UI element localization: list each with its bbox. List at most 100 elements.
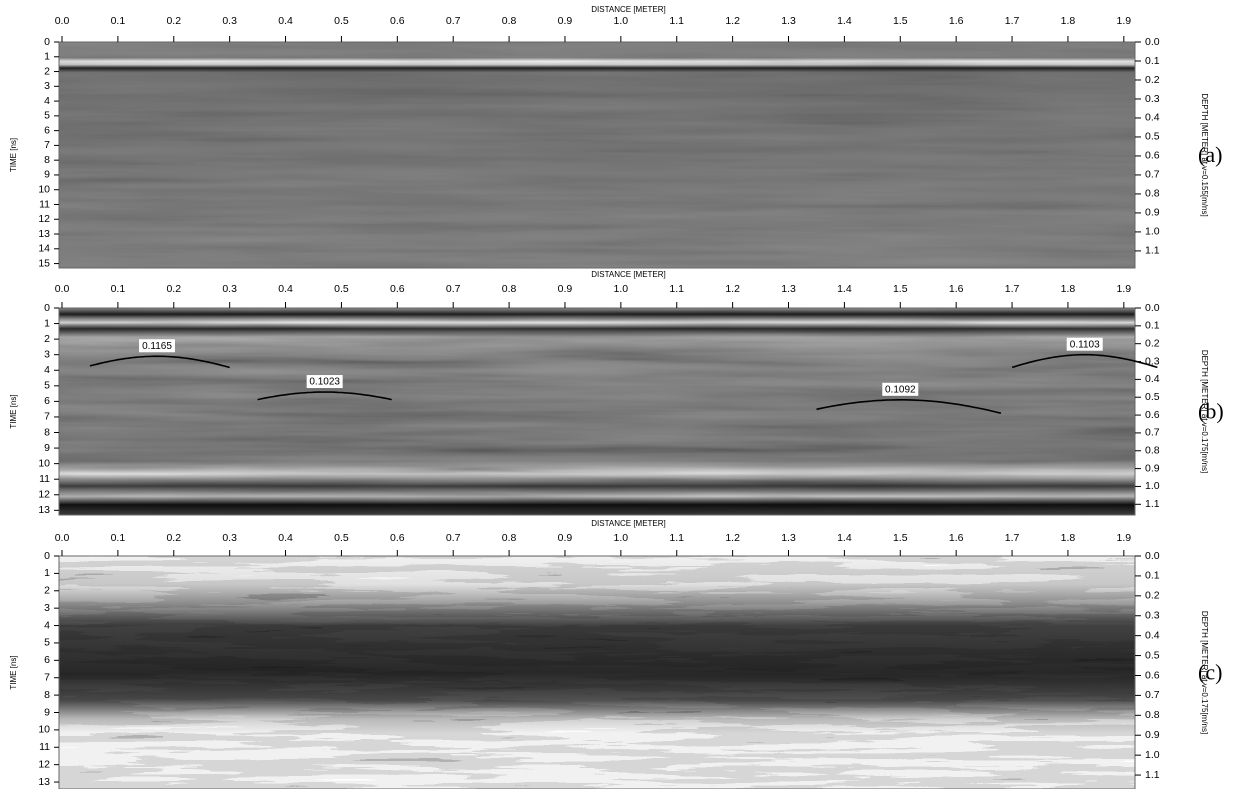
y2-tick-label: 0.4 xyxy=(1145,373,1160,385)
x-tick-label: 1.8 xyxy=(1061,15,1076,27)
y-tick-label: 7 xyxy=(44,411,50,423)
x-tick-label: 1.3 xyxy=(781,15,796,27)
x-tick-label: 0.2 xyxy=(166,283,181,295)
y-tick-label: 8 xyxy=(44,689,50,701)
x-tick-label: 1.6 xyxy=(949,283,964,295)
x-tick-label: 0.0 xyxy=(55,532,70,544)
y2-tick-label: 0.4 xyxy=(1145,112,1160,124)
y-tick-label: 13 xyxy=(38,504,50,516)
y-tick-label: 7 xyxy=(44,671,50,683)
y2-tick-label: 0.2 xyxy=(1145,74,1160,86)
y-tick-label: 15 xyxy=(38,257,50,269)
panel-label: (b) xyxy=(1198,399,1224,424)
y-tick-label: 12 xyxy=(38,213,50,225)
x-tick-label: 0.3 xyxy=(222,532,237,544)
y-tick-label: 7 xyxy=(44,139,50,151)
y-tick-label: 5 xyxy=(44,110,50,122)
y2-tick-label: 0.1 xyxy=(1145,55,1160,67)
x-tick-label: 0.1 xyxy=(111,283,126,295)
y2-tick-label: 0.5 xyxy=(1145,391,1160,403)
radargram-panel: DISTANCE [METER] 0.0 0.1 0.2 0.3 0.4 0.5 0.6 0.7… xyxy=(9,270,1224,516)
x-tick-label: 1.4 xyxy=(837,283,852,295)
y2-tick-label: 0.6 xyxy=(1145,669,1160,681)
y-tick-label: 1 xyxy=(44,51,50,63)
x-tick-label: 0.9 xyxy=(558,532,573,544)
y2-tick-label: 1.1 xyxy=(1145,245,1160,257)
x-tick-label: 0.8 xyxy=(502,15,517,27)
x-tick-label: 0.9 xyxy=(558,15,573,27)
y2-tick-label: 0.7 xyxy=(1145,689,1160,701)
plot-frame xyxy=(58,41,1136,269)
x-axis-title: DISTANCE [METER] xyxy=(591,270,666,279)
radargram-texture xyxy=(59,42,1135,268)
panel-label: (a) xyxy=(1198,142,1222,167)
x-tick-label: 0.6 xyxy=(390,532,405,544)
panel-label: (c) xyxy=(1198,660,1222,685)
y2-tick-label: 0.0 xyxy=(1145,302,1160,314)
hyperbola-label-box xyxy=(306,375,343,389)
x-tick-label: 1.5 xyxy=(893,532,908,544)
x-tick-label: 0.8 xyxy=(502,283,517,295)
y-tick-label: 0 xyxy=(44,302,50,314)
y-tick-label: 5 xyxy=(44,637,50,649)
y-axis-title: TIME [ns] xyxy=(9,655,18,689)
y-tick-label: 2 xyxy=(44,65,50,77)
y-tick-label: 2 xyxy=(44,333,50,345)
y2-tick-label: 1.1 xyxy=(1145,769,1160,781)
y2-tick-label: 0.9 xyxy=(1145,207,1160,219)
x-tick-label: 1.1 xyxy=(669,532,684,544)
x-tick-label: 0.2 xyxy=(166,15,181,27)
x-tick-label: 1.6 xyxy=(949,15,964,27)
y2-tick-label: 1.0 xyxy=(1145,226,1160,238)
y-tick-label: 13 xyxy=(38,776,50,788)
y-axis-title: TIME [ns] xyxy=(9,394,18,428)
y-tick-label: 9 xyxy=(44,442,50,454)
x-tick-label: 0.6 xyxy=(390,283,405,295)
y2-tick-label: 0.8 xyxy=(1145,709,1160,721)
x-tick-label: 1.3 xyxy=(781,532,796,544)
x-axis-title: DISTANCE [METER] xyxy=(591,519,666,528)
x-tick-label: 0.6 xyxy=(390,15,405,27)
y-tick-label: 3 xyxy=(44,348,50,360)
y-tick-label: 0 xyxy=(44,550,50,562)
x-tick-label: 0.4 xyxy=(278,15,293,27)
y-axis-title: TIME [ns] xyxy=(9,138,18,172)
hyperbola-label-box xyxy=(1066,337,1103,351)
y-tick-label: 13 xyxy=(38,228,50,240)
y-tick-label: 6 xyxy=(44,395,50,407)
y-tick-label: 6 xyxy=(44,124,50,136)
y-tick-label: 10 xyxy=(38,183,50,195)
x-tick-label: 0.1 xyxy=(111,15,126,27)
x-tick-label: 0.1 xyxy=(111,532,126,544)
y-tick-label: 11 xyxy=(39,198,50,210)
x-tick-label: 1.7 xyxy=(1005,15,1020,27)
hyperbola-fit xyxy=(816,399,1002,414)
x-tick-label: 1.1 xyxy=(669,15,684,27)
y-tick-label: 3 xyxy=(44,602,50,614)
y2-tick-label: 0.9 xyxy=(1145,462,1160,474)
x-tick-label: 0.8 xyxy=(502,532,517,544)
y2-tick-label: 0.0 xyxy=(1145,36,1160,48)
y-tick-label: 1 xyxy=(44,567,50,579)
y-tick-label: 12 xyxy=(38,758,50,770)
y2-tick-label: 0.3 xyxy=(1145,610,1160,622)
y-tick-label: 1 xyxy=(44,317,50,329)
hyperbola-label-box xyxy=(139,339,176,353)
y-tick-label: 4 xyxy=(44,619,50,631)
x-tick-label: 1.8 xyxy=(1061,532,1076,544)
x-axis-title: DISTANCE [METER] xyxy=(591,5,666,14)
y-tick-label: 8 xyxy=(44,154,50,166)
y-tick-label: 10 xyxy=(38,457,50,469)
x-tick-label: 0.7 xyxy=(446,283,461,295)
x-tick-label: 1.5 xyxy=(893,15,908,27)
x-tick-label: 1.4 xyxy=(837,15,852,27)
y2-tick-label: 0.8 xyxy=(1145,445,1160,457)
y2-tick-label: 1.1 xyxy=(1145,498,1160,510)
y2-tick-label: 0.9 xyxy=(1145,729,1160,741)
x-tick-label: 1.7 xyxy=(1005,532,1020,544)
x-tick-label: 0.7 xyxy=(446,15,461,27)
radargram-texture xyxy=(59,308,1135,515)
y-tick-label: 9 xyxy=(44,706,50,718)
y-tick-label: 5 xyxy=(44,380,50,392)
